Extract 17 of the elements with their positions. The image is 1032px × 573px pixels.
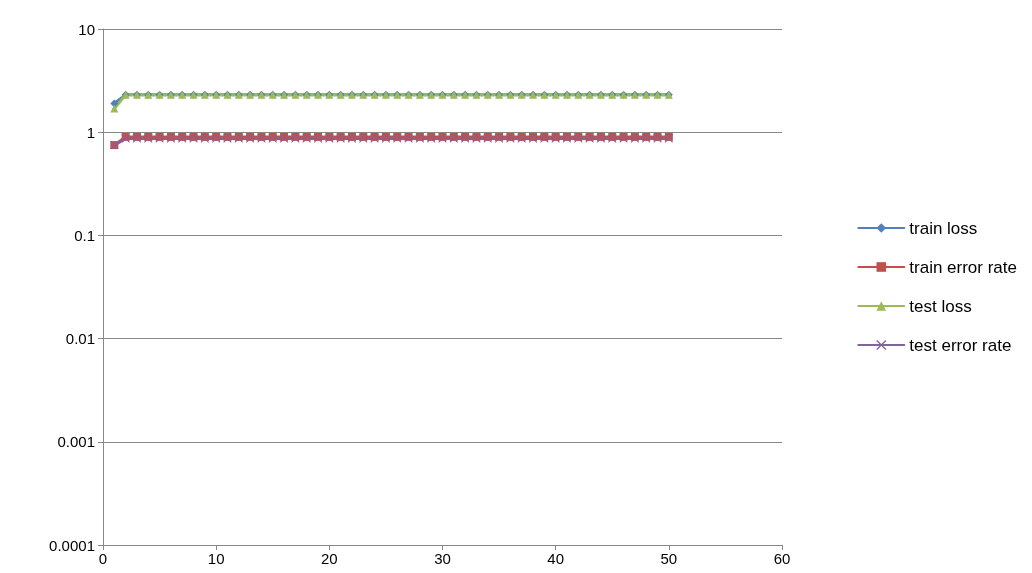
y-tick-label: 1 [86, 123, 95, 141]
y-tick-label: 0.0001 [49, 536, 95, 554]
x-tick-label: 20 [320, 550, 338, 567]
x-tick-label: 10 [207, 550, 225, 567]
legend-label: train error rate [909, 257, 1017, 277]
legend-label: test loss [909, 296, 972, 316]
x-tick-label: 30 [434, 550, 451, 567]
x-tick-label: 60 [773, 550, 791, 567]
x-tick-label: 40 [547, 550, 565, 567]
legend-label: train loss [909, 218, 978, 238]
y-tick-label: 0.01 [65, 330, 95, 348]
y-tick-label: 0.001 [57, 433, 95, 451]
x-tick-label: 0 [98, 550, 108, 567]
y-tick-label: 0.1 [74, 226, 95, 244]
x-tick-label: 50 [660, 550, 678, 567]
y-tick-label: 10 [78, 20, 95, 38]
legend-label: test error rate [909, 335, 1012, 355]
